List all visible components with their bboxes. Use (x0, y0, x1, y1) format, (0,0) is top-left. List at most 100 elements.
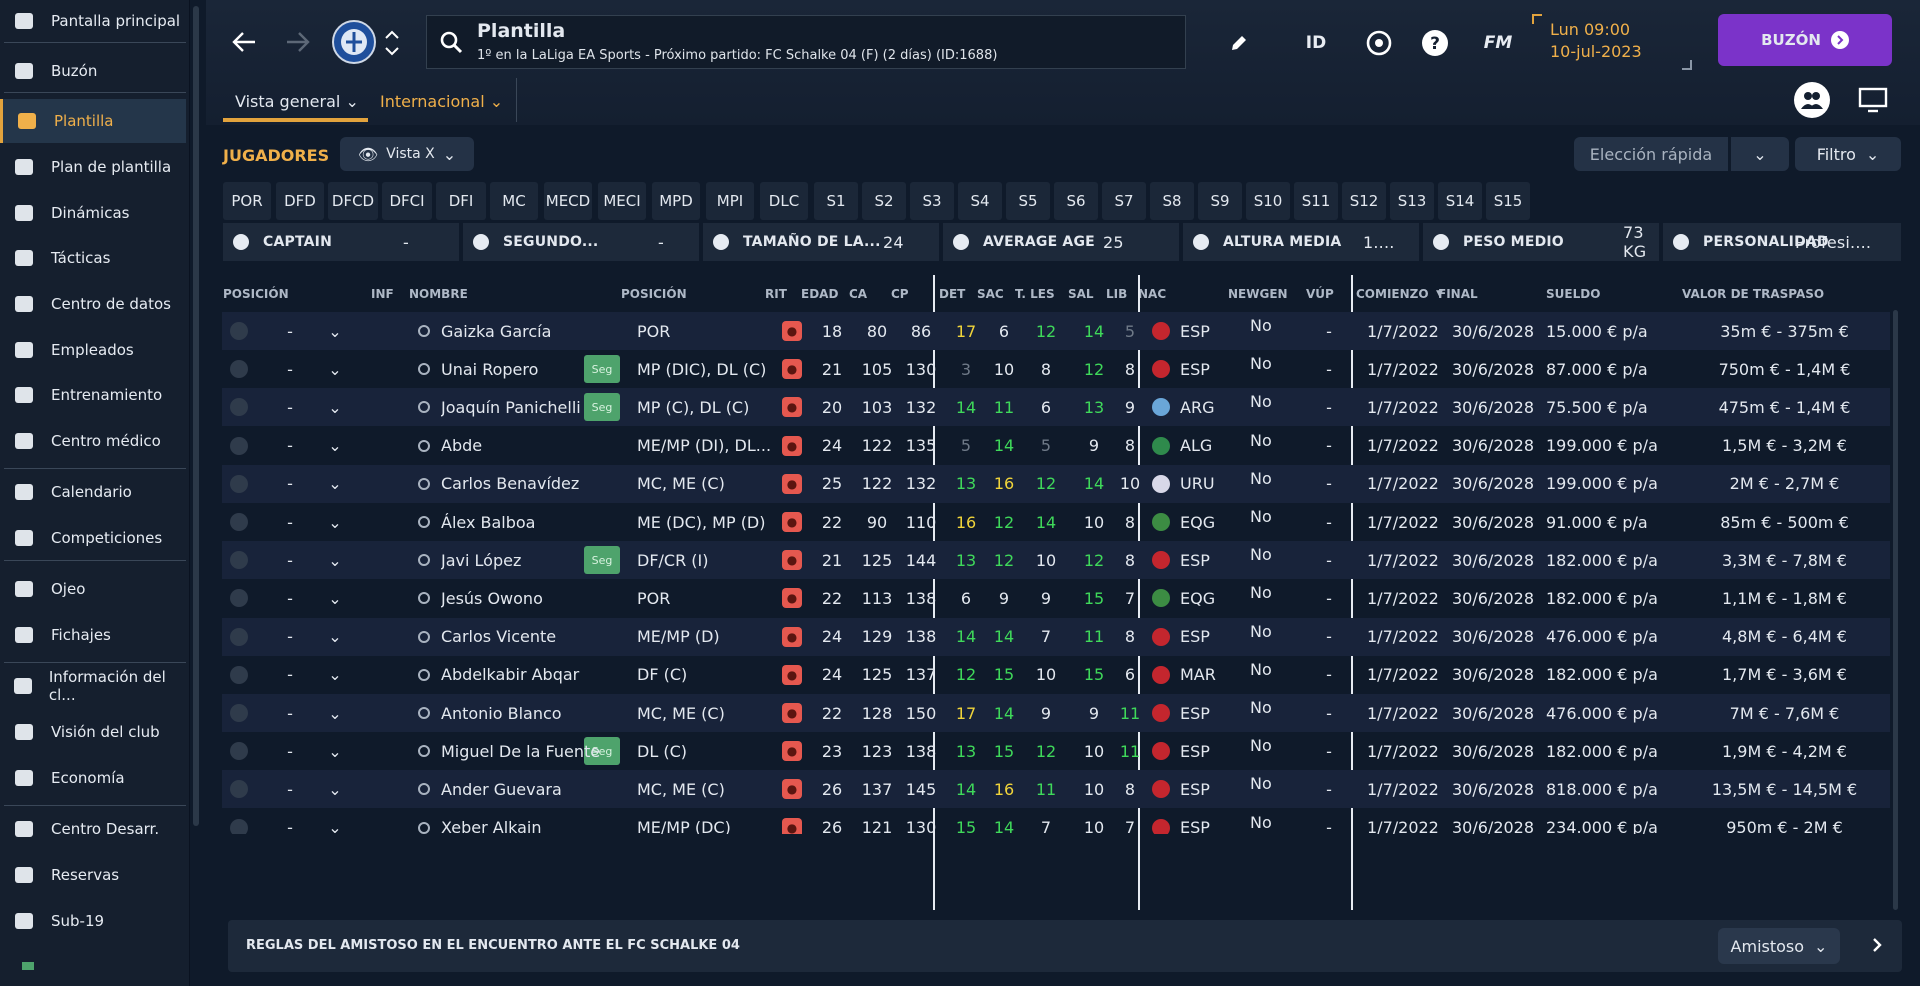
selection-value[interactable]: - (287, 741, 293, 761)
position-filter-dfd[interactable]: DFD (276, 182, 324, 220)
forward-arrow-icon[interactable] (280, 24, 316, 60)
position-filter-s15[interactable]: S15 (1486, 182, 1530, 220)
position-filter-mc[interactable]: MC (490, 182, 538, 220)
position-filter-s6[interactable]: S6 (1054, 182, 1098, 220)
chevron-down-icon[interactable]: ⌄ (328, 474, 342, 494)
monitor-icon[interactable] (1856, 84, 1890, 116)
chevron-down-icon[interactable]: ⌄ (328, 894, 342, 910)
checkbox-icon[interactable] (230, 885, 248, 910)
sidebar-item-shield[interactable]: Información del cl... (0, 664, 186, 708)
selection-value[interactable]: - (287, 703, 293, 723)
sidebar-item-inbox[interactable]: Buzón (0, 49, 186, 93)
friendly-dropdown[interactable]: Amistoso ⌄ (1718, 928, 1840, 964)
selection-value[interactable]: - (287, 512, 293, 532)
inbox-button[interactable]: BUZÓN (1718, 14, 1892, 66)
position-filter-s8[interactable]: S8 (1150, 182, 1194, 220)
column-header-inf[interactable]: INF (371, 287, 394, 301)
position-filter-dfci[interactable]: DFCI (382, 182, 432, 220)
sidebar-item-dynamics[interactable]: Dinámicas (0, 191, 186, 235)
selection-value[interactable]: - (287, 818, 293, 838)
column-header-newgen[interactable]: NEWGEN (1228, 287, 1288, 301)
chevron-down-icon[interactable]: ⌄ (328, 397, 342, 417)
column-header-ca[interactable]: CA (849, 287, 868, 301)
column-header-pos[interactable]: POSICIÓN (223, 287, 289, 301)
sidebar-item-briefcase[interactable]: Visión del club (0, 710, 186, 754)
table-row[interactable]: - ⌄ Seg Javi López DF/CR (I) ● 21 125 144 13 12 10 1… (222, 541, 1890, 580)
sidebar-item-data[interactable]: Centro de datos (0, 282, 186, 326)
sidebar-item-trophy[interactable]: Competiciones (0, 516, 186, 560)
position-filter-s12[interactable]: S12 (1342, 182, 1386, 220)
checkbox-icon[interactable] (230, 312, 248, 350)
chevron-down-icon[interactable]: ⌄ (328, 779, 342, 799)
position-filter-s2[interactable]: S2 (862, 182, 906, 220)
id-button[interactable]: ID (1305, 33, 1327, 53)
people-icon[interactable] (1794, 82, 1830, 118)
column-header-name[interactable]: NOMBRE (409, 287, 468, 301)
chevron-down-icon[interactable]: ⌄ (328, 665, 342, 685)
club-crest-icon[interactable] (332, 20, 376, 64)
checkbox-icon[interactable] (230, 579, 248, 617)
column-header-tles[interactable]: T. LES (1015, 287, 1055, 301)
filter-button[interactable]: Filtro ⌄ (1795, 137, 1901, 171)
column-header-rit[interactable]: RIT (765, 287, 787, 301)
position-filter-s14[interactable]: S14 (1438, 182, 1482, 220)
table-row[interactable]: - ⌄ Seg Unai Ropero MP (DIC), DL (C) ● 21 105 13… (222, 350, 1890, 388)
table-row[interactable]: - ⌄ Gaizka García POR ● 18 80 86 17 6 12 14 5 ESP No - 1… (222, 312, 1890, 350)
player-name[interactable]: Unai Ropero (441, 359, 539, 379)
fm-logo[interactable]: FM (1483, 33, 1513, 53)
selection-value[interactable]: - (287, 474, 293, 494)
position-filter-por[interactable]: POR (223, 182, 271, 220)
player-name[interactable]: Xeber Alkain (441, 818, 542, 838)
quick-pick-chevron-icon[interactable]: ⌄ (1731, 137, 1789, 171)
column-header-age[interactable]: EDAD (801, 287, 839, 301)
checkbox-icon[interactable] (230, 732, 248, 770)
sidebar-item-shirt[interactable]: Plantilla (0, 99, 186, 143)
column-header-start[interactable]: COMIENZO (1356, 287, 1429, 301)
player-name[interactable]: Carlos Vicente (441, 627, 557, 647)
sidebar-item-transfers[interactable]: Fichajes (0, 613, 186, 657)
position-filter-s3[interactable]: S3 (910, 182, 954, 220)
chevron-down-icon[interactable]: ⌄ (328, 703, 342, 723)
checkbox-icon[interactable] (230, 465, 248, 503)
sidebar-item-development[interactable]: Centro Desarr. (0, 807, 186, 851)
column-header-det[interactable]: DET (939, 287, 966, 301)
player-name[interactable]: Gaizka García (441, 321, 552, 341)
sidebar-item-u19[interactable]: Sub-19 (0, 899, 186, 943)
player-name[interactable]: Carlos Benavídez (441, 474, 580, 494)
chevron-down-icon[interactable]: ⌄ (328, 741, 342, 761)
table-row[interactable]: - ⌄ Abde ME/MP (DI), DL... ● 24 122 135 5 14 5 9 8 AL… (222, 427, 1890, 465)
player-name[interactable]: Álex Balboa (441, 512, 536, 532)
player-name[interactable]: Abdelkabir Abqar (441, 665, 580, 685)
sidebar-item-staff[interactable]: Empleados (0, 328, 186, 372)
chevron-right-icon[interactable] (1862, 930, 1892, 960)
sidebar-item-reserves[interactable]: Reservas (0, 853, 186, 897)
player-name[interactable]: Ander Guevara (441, 779, 562, 799)
table-row[interactable]: - ⌄ Abdelkabir Abqar DF (C) ● 24 125 137 12 15 10 1… (222, 656, 1890, 694)
column-header-vup[interactable]: VÚP (1306, 287, 1334, 301)
table-row[interactable]: - ⌄ Ander Guevara MC, ME (C) ● 26 137 145 14 16 11… (222, 770, 1890, 809)
player-name[interactable]: Abde (441, 436, 483, 456)
column-header-nac[interactable]: NAC (1138, 287, 1167, 301)
player-name[interactable]: Miguel De la Fuente (441, 741, 601, 761)
sidebar-item-scout[interactable]: Ojeo (0, 567, 186, 611)
chevron-updown-icon[interactable] (382, 26, 402, 60)
selection-value[interactable]: - (287, 436, 293, 456)
sidebar-scrollbar[interactable] (193, 6, 199, 826)
player-name[interactable]: Jesús Owono (441, 588, 543, 608)
checkbox-icon[interactable] (230, 503, 248, 541)
checkbox-icon[interactable] (230, 388, 248, 426)
column-header-end[interactable]: FINAL (1438, 287, 1478, 301)
chevron-down-icon[interactable]: ⌄ (328, 588, 342, 608)
table-row[interactable]: - ⌄ Álex Balboa ME (DC), MP (D) ● 22 90 110 16 12… (222, 503, 1890, 541)
position-filter-s4[interactable]: S4 (958, 182, 1002, 220)
table-scrollbar[interactable] (1893, 310, 1898, 910)
sidebar-item-calendar[interactable]: Calendario (0, 470, 186, 514)
chevron-down-icon[interactable]: ⌄ (328, 856, 342, 876)
selection-value[interactable]: - (287, 588, 293, 608)
column-header-sac[interactable]: SAC (977, 287, 1004, 301)
checkbox-icon[interactable] (230, 809, 248, 834)
chevron-down-icon[interactable]: ⌄ (328, 818, 342, 838)
sidebar-item-training[interactable]: Entrenamiento (0, 373, 186, 417)
table-row[interactable]: - ⌄ Carlos Benavídez MC, ME (C) ● 25 122 132 13 1… (222, 464, 1890, 503)
player-name[interactable]: Andoni Gorosabel (441, 856, 583, 876)
